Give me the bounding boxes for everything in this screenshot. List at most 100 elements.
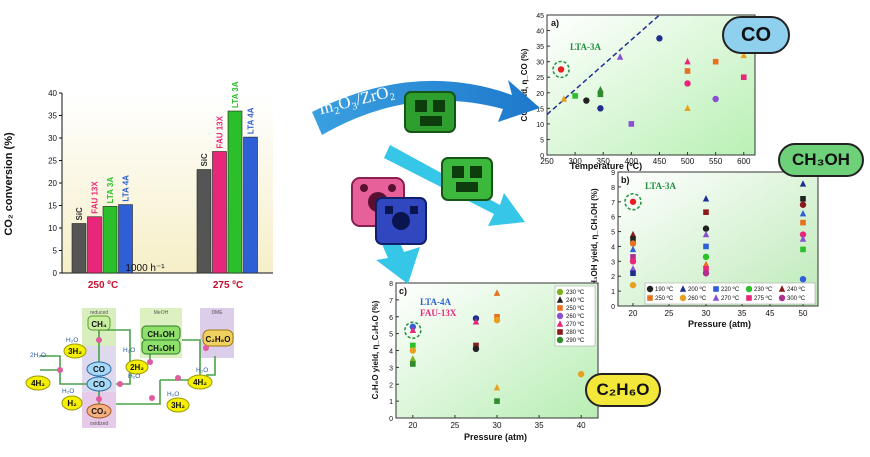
col-meoh: MeOH (154, 310, 169, 316)
data-point (679, 285, 687, 292)
panel-b-x-tick-label: 20 (629, 309, 638, 318)
h2-4b-ellipse (187, 374, 213, 390)
panel-b-y-tick-label: 3 (611, 259, 615, 266)
panel-c-tag: c) (399, 286, 407, 296)
panel-b-x-tick-label: 30 (702, 309, 711, 318)
bar-y-tick-label: 20 (48, 179, 57, 188)
panel-c-annotation-fau13x: FAU-13X (420, 308, 457, 318)
data-point (746, 295, 752, 301)
bar-y-tick-label: 10 (48, 224, 57, 233)
panel-a-y-tick-label: 40 (536, 29, 544, 36)
h2-2-ellipse (125, 359, 149, 375)
data-point (493, 383, 501, 391)
bar (71, 223, 87, 274)
h2-3b-label: 3H₂ (171, 401, 185, 410)
panel-c-y-tick-label: 2 (389, 382, 393, 389)
panel-b-y-tick-label: 1 (611, 289, 615, 296)
bar-series-label: FAU 13X (216, 115, 225, 148)
legend-entry: 250 ºC (655, 295, 674, 302)
data-point (597, 85, 604, 93)
panel-c-y-tick-label: 8 (389, 281, 393, 288)
co2-label: CO₂ (91, 407, 107, 416)
c2h6o-box (202, 329, 234, 347)
data-point (572, 93, 578, 99)
data-point (800, 219, 806, 226)
data-point (740, 74, 747, 81)
ch4-label: CH₄ (91, 320, 107, 329)
panel-b-y-tick-label: 7 (611, 200, 615, 207)
panel-b-y-tick-label: 8 (611, 185, 615, 192)
data-point (556, 336, 564, 344)
bar-series-label: LTA 3A (231, 81, 240, 108)
bar-series-label: FAU 13X (91, 181, 100, 214)
panel-a-ylabel: CO yield, η_CO (%) (520, 48, 529, 121)
reaction-scheme: reduced oxidized MeOH DME CH₄ CH₃OH CH₃O… (25, 308, 234, 428)
panel-b-x-tick-label: 45 (766, 309, 775, 318)
data-point (409, 326, 417, 333)
panel-a-x-tick-label: 550 (709, 157, 723, 166)
data-point (679, 294, 687, 302)
legend-entry: 290 ºC (566, 337, 585, 344)
h2-label-left: H₂ (67, 399, 77, 408)
ch3oh-box-2 (141, 339, 181, 355)
bar-chart-marks: SiC FAU 13X LTA 3A LTA 4A 250 ºC SiC FAU 13X LT… (71, 81, 258, 291)
step-markers (57, 337, 209, 402)
data-point (647, 295, 653, 301)
data-point (472, 318, 480, 325)
data-point (629, 265, 637, 272)
panel-a-y-tick-label: 35 (536, 44, 544, 51)
panel-a-x-tick-label: 300 (568, 157, 582, 166)
panel-c-marks (404, 289, 585, 404)
panel-a-y-tick-label: 45 (536, 13, 544, 20)
panel-c-x-tick-label: 30 (493, 421, 502, 430)
bar-y-tick-label: 25 (48, 157, 57, 166)
panel-b-y-tick-label: 2 (611, 274, 615, 281)
data-point (560, 95, 568, 102)
data-point (556, 288, 564, 296)
panel-a-y-tick-label: 0 (540, 153, 544, 160)
legend-entry: 220 ºC (721, 286, 740, 293)
data-point (410, 342, 416, 349)
data-point (712, 95, 719, 103)
panel-b-xlabel: Pressure (atm) (688, 319, 751, 329)
data-point (630, 236, 636, 242)
bar-y-tick-label: 35 (48, 112, 57, 121)
bar (87, 216, 102, 274)
co-ellipse-2 (86, 376, 112, 392)
panel-c-y-tick-label: 4 (389, 349, 393, 356)
data-point (577, 370, 585, 378)
bar (102, 206, 118, 274)
bar-series-label: SiC (200, 153, 209, 167)
h2-2-label: 2H₂ (130, 363, 144, 372)
col-reduced: reduced (90, 310, 108, 316)
co-ellipse-1 (86, 361, 112, 377)
panel-b-x-tick-label: 25 (665, 309, 674, 318)
panel-a-axis: 250 300 350 400 450 500 550 600 0 5 10 15 20 25 30 35 40… (536, 13, 751, 166)
col-dme: DME (211, 310, 223, 316)
legend-entry: 260 ºC (566, 313, 585, 320)
panel-a-x-tick-label: 450 (653, 157, 667, 166)
h2-ellipse-left (61, 395, 83, 411)
panel-c-y-tick-label: 1 (389, 399, 393, 406)
data-point (629, 240, 637, 247)
legend-entry: 240 ºC (566, 297, 585, 304)
panel-a-x-tick-label: 350 (597, 157, 611, 166)
data-point (740, 51, 747, 59)
bar (227, 110, 243, 274)
data-point (799, 231, 807, 238)
data-point (799, 201, 807, 208)
bar-y-tick-label: 0 (53, 269, 58, 278)
ch3oh-label-2: CH₃OH (147, 344, 174, 353)
legend-entry: 280 ºC (566, 329, 585, 336)
bar-group-label: 250 ºC (88, 280, 118, 291)
bar (118, 204, 133, 274)
data-point (745, 285, 753, 293)
h2-3b-ellipse (166, 397, 190, 413)
space-velocity-label: 1000 h⁻¹ (125, 263, 165, 274)
data-point (597, 91, 604, 98)
h2o-2-label: 2H₂O (30, 352, 46, 359)
bar-series-label: LTA 3A (106, 177, 115, 204)
data-point (629, 281, 637, 289)
panel-b-legend-box (644, 282, 816, 305)
data-point (597, 105, 604, 112)
